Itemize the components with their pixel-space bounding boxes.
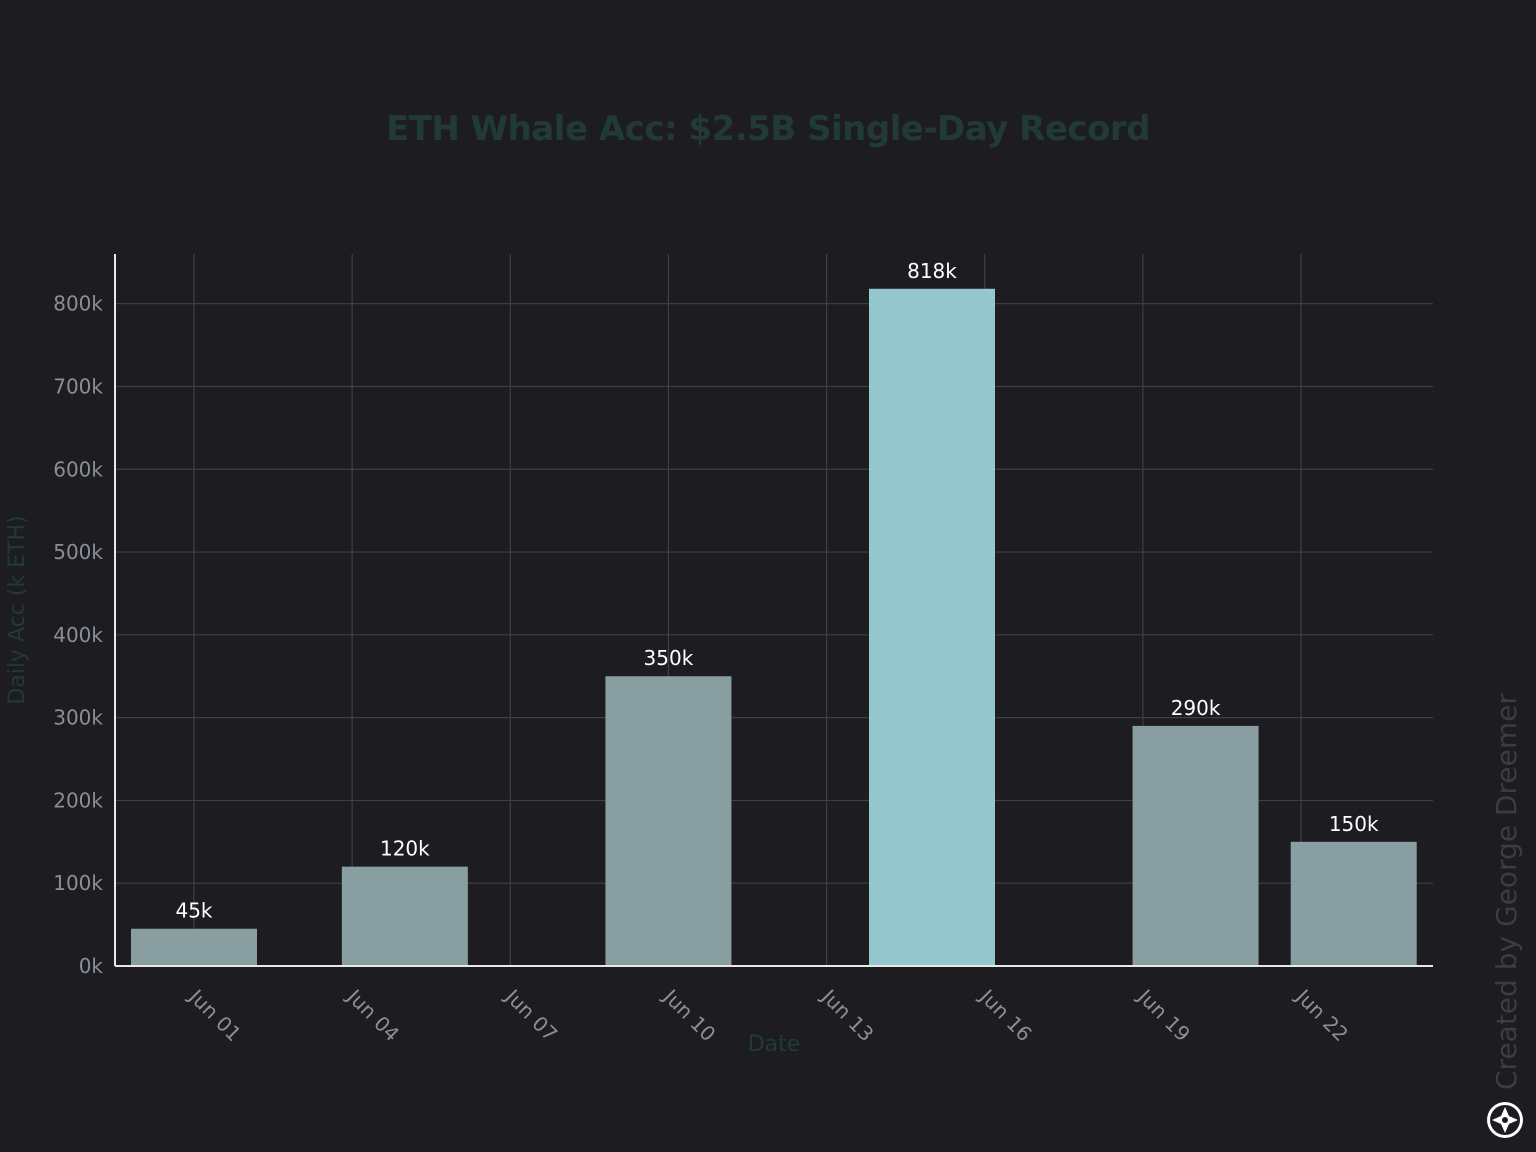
y-tick-label: 100k (53, 871, 103, 895)
x-tick-label: Jun 16 (974, 983, 1037, 1046)
y-tick-label: 700k (53, 374, 103, 398)
bar (1132, 725, 1259, 966)
bar-value-label: 150k (1329, 812, 1379, 836)
bar-value-label: 290k (1171, 696, 1221, 720)
y-tick-label: 300k (53, 706, 103, 730)
data-labels: 45k 120k 350k 818k 290k 150k (175, 259, 1379, 923)
x-tick-label: Jun 13 (816, 983, 879, 1046)
y-tick-labels: 0k 100k 200k 300k 400k 500k 600k 700k 800k (53, 292, 103, 978)
chart-title: ETH Whale Acc: $2.5B Single-Day Record (386, 109, 1150, 149)
watermark-text: Created by George Dreemer (1490, 693, 1523, 1090)
y-axis-title: Daily Acc (k ETH) (5, 515, 30, 704)
compass-logo-icon (1487, 1102, 1523, 1138)
x-tick-label: Jun 19 (1132, 983, 1195, 1046)
bars (131, 288, 1417, 966)
bar (341, 866, 468, 966)
y-tick-label: 200k (53, 788, 103, 812)
x-tick-label: Jun 07 (499, 983, 562, 1046)
y-tick-label: 600k (53, 457, 103, 481)
bar (1290, 841, 1417, 966)
x-tick-label: Jun 22 (1290, 983, 1353, 1046)
bar-value-label: 350k (644, 646, 694, 670)
bar-value-label: 120k (380, 837, 430, 861)
bar (869, 288, 995, 966)
y-tick-label: 500k (53, 540, 103, 564)
bar-value-label: 818k (907, 259, 957, 283)
y-tick-label: 0k (79, 954, 104, 978)
x-axis-title: Date (748, 1032, 801, 1057)
bar (131, 928, 257, 966)
x-tick-label: Jun 10 (657, 983, 720, 1046)
bar-value-label: 45k (175, 899, 212, 923)
y-tick-label: 800k (53, 292, 103, 316)
x-tick-label: Jun 01 (183, 983, 246, 1046)
axes (114, 254, 1433, 967)
y-tick-label: 400k (53, 623, 103, 647)
bar (605, 676, 732, 966)
x-tick-label: Jun 04 (341, 983, 404, 1046)
